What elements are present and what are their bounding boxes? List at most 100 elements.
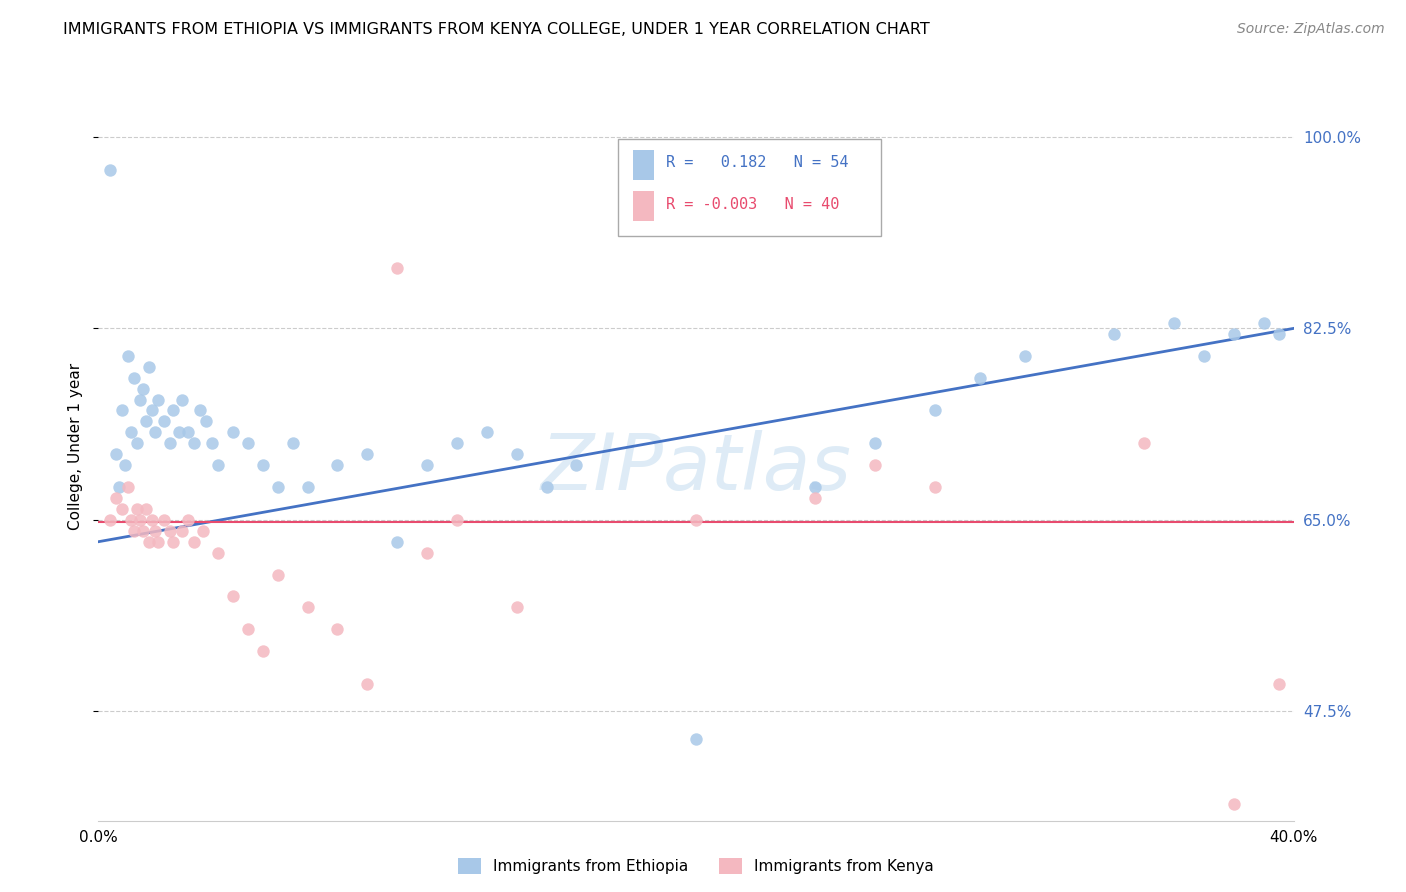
- Point: [222, 425, 245, 440]
- Point: [135, 414, 157, 428]
- Point: [416, 458, 439, 472]
- Point: [172, 392, 194, 407]
- Point: [105, 447, 128, 461]
- Point: [356, 447, 378, 461]
- Text: ZIPatlas: ZIPatlas: [540, 431, 852, 507]
- Point: [1267, 677, 1289, 691]
- Point: [1163, 316, 1185, 330]
- Point: [183, 534, 205, 549]
- Point: [124, 524, 146, 538]
- Bar: [633, 191, 654, 221]
- Point: [124, 370, 146, 384]
- Point: [177, 425, 200, 440]
- Point: [969, 370, 991, 384]
- Point: [98, 513, 122, 527]
- Point: [865, 458, 887, 472]
- Point: [127, 502, 149, 516]
- Point: [685, 513, 707, 527]
- Y-axis label: College, Under 1 year: College, Under 1 year: [67, 362, 83, 530]
- Point: [172, 524, 194, 538]
- Point: [132, 524, 155, 538]
- Point: [138, 534, 160, 549]
- Point: [685, 731, 707, 746]
- Point: [143, 425, 166, 440]
- Point: [1192, 349, 1215, 363]
- Point: [207, 546, 229, 560]
- Point: [536, 480, 558, 494]
- Point: [1133, 436, 1156, 450]
- Point: [148, 534, 170, 549]
- Point: [108, 480, 131, 494]
- Point: [385, 261, 409, 276]
- Point: [416, 546, 439, 560]
- Point: [195, 414, 218, 428]
- Point: [138, 359, 160, 374]
- Bar: [619, 139, 882, 236]
- Point: [446, 513, 468, 527]
- Point: [236, 436, 259, 450]
- Point: [222, 590, 245, 604]
- Point: [120, 425, 142, 440]
- Point: [162, 534, 184, 549]
- Point: [267, 480, 290, 494]
- Point: [865, 436, 887, 450]
- Point: [804, 491, 827, 505]
- Point: [129, 513, 152, 527]
- Point: [385, 534, 409, 549]
- Point: [162, 403, 184, 417]
- Point: [129, 392, 152, 407]
- Point: [135, 502, 157, 516]
- Point: [141, 513, 163, 527]
- Point: [236, 622, 259, 636]
- Point: [356, 677, 378, 691]
- Point: [326, 458, 349, 472]
- Point: [117, 480, 139, 494]
- Point: [153, 513, 176, 527]
- Point: [141, 403, 163, 417]
- Point: [183, 436, 205, 450]
- Point: [446, 436, 468, 450]
- Point: [201, 436, 224, 450]
- Point: [127, 436, 149, 450]
- Point: [1223, 797, 1246, 812]
- Point: [281, 436, 304, 450]
- Point: [506, 600, 529, 615]
- Bar: [633, 150, 654, 180]
- Point: [252, 458, 274, 472]
- Point: [297, 480, 319, 494]
- Point: [167, 425, 190, 440]
- Point: [924, 403, 946, 417]
- Point: [252, 644, 274, 658]
- Point: [1223, 326, 1246, 341]
- Point: [120, 513, 142, 527]
- Point: [159, 524, 181, 538]
- Point: [924, 480, 946, 494]
- Point: [117, 349, 139, 363]
- Text: Source: ZipAtlas.com: Source: ZipAtlas.com: [1237, 22, 1385, 37]
- Point: [565, 458, 588, 472]
- Text: R =   0.182   N = 54: R = 0.182 N = 54: [666, 155, 849, 170]
- Point: [191, 524, 214, 538]
- Legend: Immigrants from Ethiopia, Immigrants from Kenya: Immigrants from Ethiopia, Immigrants fro…: [451, 852, 941, 880]
- Point: [114, 458, 136, 472]
- Point: [297, 600, 319, 615]
- Point: [132, 382, 155, 396]
- Point: [1104, 326, 1126, 341]
- Point: [506, 447, 529, 461]
- Text: R = -0.003   N = 40: R = -0.003 N = 40: [666, 197, 839, 212]
- Point: [153, 414, 176, 428]
- Point: [111, 403, 134, 417]
- Point: [188, 403, 211, 417]
- Point: [207, 458, 229, 472]
- Point: [475, 425, 498, 440]
- Point: [105, 491, 128, 505]
- Point: [143, 524, 166, 538]
- Point: [111, 502, 134, 516]
- Text: IMMIGRANTS FROM ETHIOPIA VS IMMIGRANTS FROM KENYA COLLEGE, UNDER 1 YEAR CORRELAT: IMMIGRANTS FROM ETHIOPIA VS IMMIGRANTS F…: [63, 22, 929, 37]
- Point: [148, 392, 170, 407]
- Point: [1014, 349, 1036, 363]
- Point: [98, 162, 122, 177]
- Point: [326, 622, 349, 636]
- Point: [1253, 316, 1275, 330]
- Point: [159, 436, 181, 450]
